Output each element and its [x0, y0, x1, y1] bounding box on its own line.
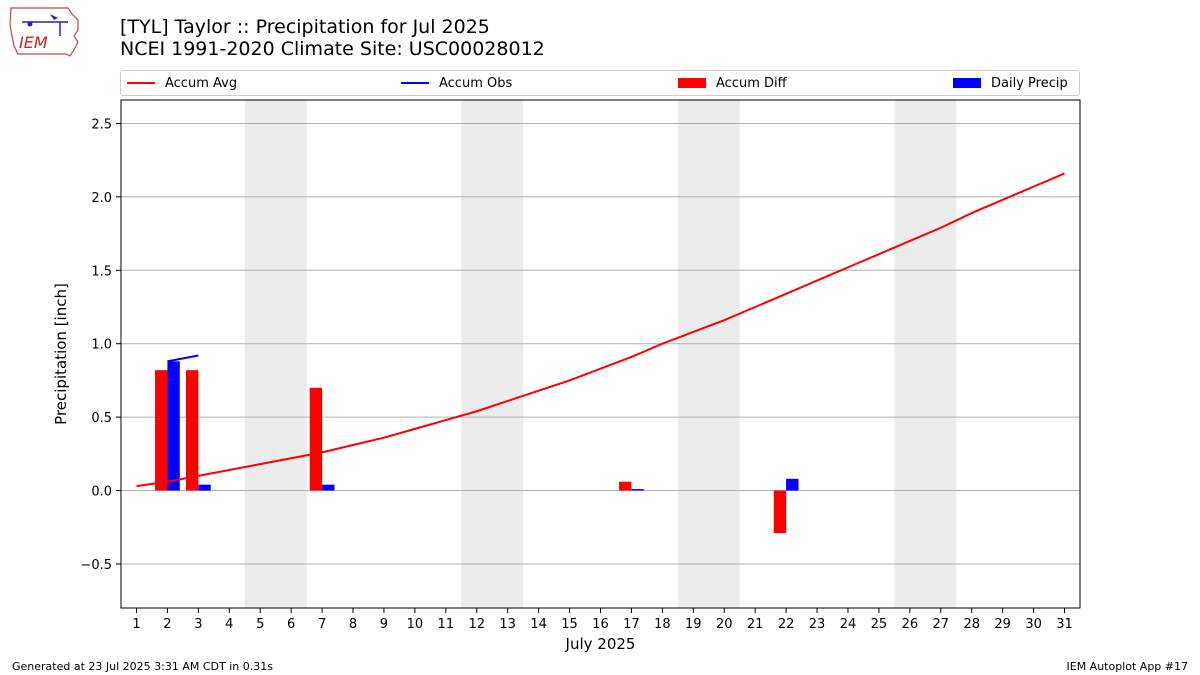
x-tick-label: 5 — [256, 617, 264, 632]
x-tick-label: 3 — [194, 617, 202, 632]
x-tick-label: 7 — [318, 617, 326, 632]
footer-generated: Generated at 23 Jul 2025 3:31 AM CDT in … — [12, 660, 273, 673]
legend-swatch-accum-avg — [127, 82, 155, 84]
daily-precip-bar — [322, 484, 335, 491]
x-tick-label: 2 — [163, 617, 171, 632]
x-tick-label: 6 — [287, 617, 295, 632]
x-tick-label: 23 — [809, 617, 826, 632]
x-tick-label: 27 — [933, 617, 950, 632]
accum-obs-line — [167, 354, 199, 363]
x-tick-label: 22 — [778, 617, 795, 632]
x-tick-label: 31 — [1056, 617, 1073, 632]
y-tick-label: −0.5 — [80, 558, 112, 573]
x-tick-label: 30 — [1025, 617, 1042, 632]
legend-label-daily-precip: Daily Precip — [991, 75, 1068, 91]
y-tick-label: 0.5 — [91, 411, 112, 426]
y-axis-label: Precipitation [inch] — [52, 283, 70, 425]
daily-precip-bar — [198, 484, 211, 491]
iem-logo: IEM — [8, 6, 82, 62]
x-tick-label: 16 — [592, 617, 609, 632]
weekend-shade — [677, 100, 740, 608]
legend-label-accum-obs: Accum Obs — [439, 75, 513, 91]
legend-item-accum-obs: Accum Obs — [401, 71, 512, 95]
y-tick-label: 1.5 — [91, 264, 112, 279]
accum-diff-bar — [309, 387, 323, 491]
accum-avg-line — [136, 172, 1065, 488]
x-tick-label: 11 — [438, 617, 455, 632]
x-tick-label: 8 — [349, 617, 357, 632]
legend-label-accum-avg: Accum Avg — [165, 75, 238, 91]
x-tick-label: 1 — [132, 617, 140, 632]
x-axis-label: July 2025 — [565, 635, 636, 653]
svg-text:IEM: IEM — [19, 33, 48, 52]
x-tick-label: 25 — [871, 617, 888, 632]
weekend-shade — [244, 100, 307, 608]
legend-swatch-accum-diff — [678, 78, 706, 88]
accum-diff-bar — [773, 490, 787, 534]
x-tick-label: 15 — [561, 617, 578, 632]
chart-legend: Accum Avg Accum Obs Accum Diff Daily Pre… — [120, 70, 1080, 96]
x-tick-label: 26 — [902, 617, 919, 632]
x-tick-label: 14 — [530, 617, 547, 632]
weekend-shade — [894, 100, 957, 608]
x-tick-label: 28 — [963, 617, 980, 632]
chart-title-line1: [TYL] Taylor :: Precipitation for Jul 20… — [120, 16, 490, 38]
daily-precip-bar — [167, 361, 180, 491]
footer-app: IEM Autoplot App #17 — [1066, 660, 1189, 673]
chart-title: [TYL] Taylor :: Precipitation for Jul 20… — [120, 16, 545, 60]
legend-item-daily-precip: Daily Precip — [953, 71, 1068, 95]
accum-diff-bar — [185, 370, 199, 491]
x-tick-label: 24 — [840, 617, 857, 632]
legend-label-accum-diff: Accum Diff — [716, 75, 787, 91]
x-tick-label: 4 — [225, 617, 233, 632]
x-tick-label: 13 — [499, 617, 516, 632]
x-tick-label: 18 — [654, 617, 671, 632]
x-tick-label: 20 — [716, 617, 733, 632]
legend-swatch-accum-obs — [401, 82, 429, 84]
x-tick-label: 9 — [380, 617, 388, 632]
x-tick-label: 17 — [623, 617, 640, 632]
accum-diff-bar — [155, 370, 168, 491]
y-tick-label: 2.5 — [91, 117, 112, 132]
weekend-shade — [461, 100, 524, 608]
chart-title-line2: NCEI 1991-2020 Climate Site: USC00028012 — [120, 38, 545, 60]
daily-precip-bar — [631, 489, 644, 491]
y-tick-label: 0.0 — [91, 485, 112, 500]
daily-precip-bar — [786, 478, 799, 491]
x-tick-label: 19 — [685, 617, 702, 632]
legend-item-accum-avg: Accum Avg — [127, 71, 237, 95]
x-tick-label: 10 — [407, 617, 424, 632]
x-tick-label: 29 — [994, 617, 1011, 632]
y-tick-label: 2.0 — [91, 191, 112, 206]
legend-item-accum-diff: Accum Diff — [678, 71, 787, 95]
x-tick-label: 12 — [468, 617, 485, 632]
accum-diff-bar — [619, 481, 632, 491]
x-tick-label: 21 — [747, 617, 764, 632]
y-tick-label: 1.0 — [91, 338, 112, 353]
legend-swatch-daily-precip — [953, 78, 981, 88]
